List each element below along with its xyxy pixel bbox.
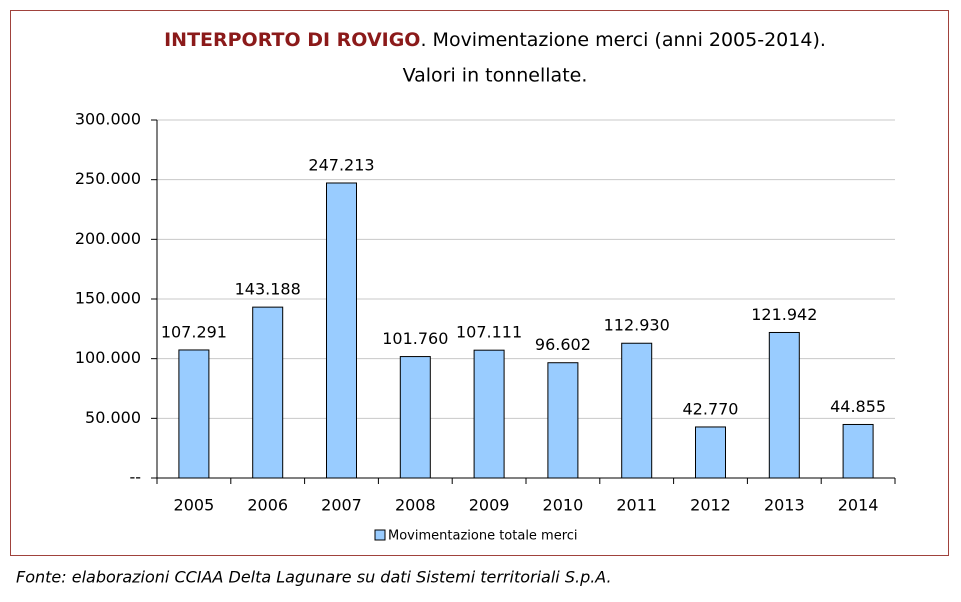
bar xyxy=(399,356,431,479)
value-label: 107.291 xyxy=(161,322,227,341)
legend-swatch xyxy=(374,529,386,541)
value-label: 112.930 xyxy=(604,316,670,335)
x-tick-label: 2012 xyxy=(690,496,731,515)
x-tick-label: 2005 xyxy=(174,496,215,515)
value-label: 107.111 xyxy=(456,323,522,342)
bar xyxy=(621,342,653,479)
x-tick-label: 2009 xyxy=(469,496,510,515)
x-tick-label: 2007 xyxy=(321,496,362,515)
y-tick-label: 250.000 xyxy=(75,169,141,188)
bar xyxy=(326,182,357,479)
bar xyxy=(547,362,579,479)
value-label: 101.760 xyxy=(382,329,448,348)
source-note: Fonte: elaborazioni CCIAA Delta Lagunare… xyxy=(16,568,612,587)
value-label: 143.188 xyxy=(235,280,301,299)
value-label: 247.213 xyxy=(308,155,374,174)
value-label: 42.770 xyxy=(683,399,739,418)
x-tick-label: 2010 xyxy=(543,496,584,515)
legend-label: Movimentazione totale merci xyxy=(388,529,578,544)
bar xyxy=(178,349,210,479)
x-tick-label: 2011 xyxy=(616,496,657,515)
bar xyxy=(252,306,284,479)
bar xyxy=(768,331,800,479)
chart-subtitle: Valori in tonnellate. xyxy=(403,65,588,87)
value-label: 121.942 xyxy=(751,305,817,324)
title-text: . Movimentazione merci (anni 2005-2014). xyxy=(420,29,825,51)
value-label: 96.602 xyxy=(535,335,591,354)
y-tick-label: 150.000 xyxy=(75,289,141,308)
x-tick-label: 2013 xyxy=(764,496,805,515)
bar xyxy=(695,426,726,479)
x-tick-label: 2014 xyxy=(838,496,879,515)
y-tick-label: 200.000 xyxy=(75,229,141,248)
y-tick-label: -- xyxy=(129,468,141,487)
x-tick-label: 2008 xyxy=(395,496,436,515)
y-tick-label: 50.000 xyxy=(85,408,141,427)
y-tick-label: 100.000 xyxy=(75,348,141,367)
chart-title: INTERPORTO DI ROVIGO. Movimentazione mer… xyxy=(164,29,826,51)
bar xyxy=(842,423,874,479)
value-label: 44.855 xyxy=(830,397,886,416)
bar xyxy=(473,349,505,479)
title-highlight: INTERPORTO DI ROVIGO xyxy=(164,29,420,51)
y-tick-label: 300.000 xyxy=(75,110,141,129)
x-tick-label: 2006 xyxy=(247,496,288,515)
